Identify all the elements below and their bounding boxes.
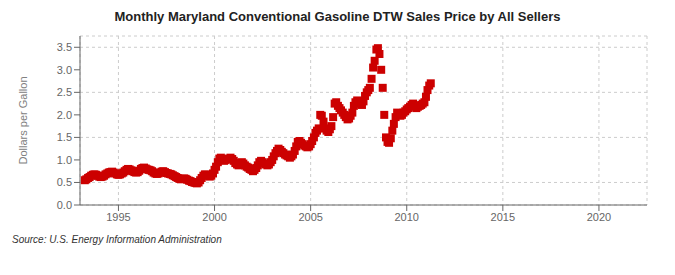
svg-text:2005: 2005 [298, 211, 322, 223]
svg-text:Dollars per Gallon: Dollars per Gallon [17, 76, 29, 164]
svg-text:2020: 2020 [587, 211, 611, 223]
svg-text:3.0: 3.0 [57, 64, 72, 76]
svg-text:0.0: 0.0 [57, 199, 72, 211]
svg-text:0.5: 0.5 [57, 176, 72, 188]
html-text:Source: U.S. Energy Informatio: Source: U.S. Energy Information Administ… [12, 234, 222, 245]
svg-text:1.0: 1.0 [57, 154, 72, 166]
svg-text:2015: 2015 [491, 211, 515, 223]
html-text:Monthly Maryland Conventional: Monthly Maryland Conventional Gasoline D… [114, 9, 561, 24]
svg-text:2000: 2000 [202, 211, 226, 223]
svg-text:2010: 2010 [395, 211, 419, 223]
svg-text:3.5: 3.5 [57, 41, 72, 53]
svg-text:2.0: 2.0 [57, 109, 72, 121]
svg-text:1995: 1995 [106, 211, 130, 223]
svg-text:2.5: 2.5 [57, 86, 72, 98]
svg-text:1.5: 1.5 [57, 131, 72, 143]
